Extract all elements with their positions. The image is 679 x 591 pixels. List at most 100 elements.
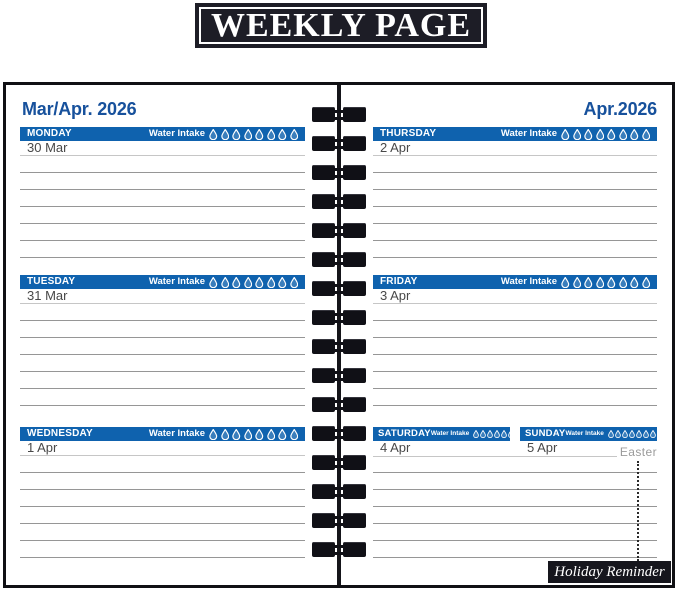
- spiral-coil: [312, 281, 366, 296]
- droplet-icon: [278, 128, 287, 140]
- spiral-coil: [312, 426, 366, 441]
- spiral-coil: [312, 136, 366, 151]
- spiral-coil: [312, 223, 366, 238]
- banner-title: WEEKLY PAGE: [210, 6, 472, 44]
- spiral-coil: [312, 194, 366, 209]
- droplet-icon: [630, 276, 639, 288]
- droplet-icon: [629, 430, 635, 438]
- spiral-spine: [337, 85, 341, 585]
- ruled-writing-lines: [373, 156, 657, 258]
- day-section-thursday: THURSDAY Water Intake 2 Apr: [373, 127, 657, 258]
- day-name-label: SATURDAY: [378, 428, 431, 440]
- date-label: 1 Apr: [20, 440, 305, 456]
- spiral-coil: [312, 542, 366, 557]
- day-header-bar: MONDAY Water Intake: [20, 127, 305, 141]
- water-intake-tracker: Water Intake: [565, 430, 663, 438]
- date-label: 5 Apr: [527, 439, 558, 455]
- water-intake-label: Water Intake: [148, 428, 205, 440]
- droplet-icon: [572, 128, 581, 140]
- weekly-page-banner: WEEKLY PAGE: [195, 3, 487, 48]
- ruled-writing-lines: [20, 156, 305, 258]
- droplet-icon: [220, 428, 229, 440]
- date-label: 4 Apr: [380, 439, 411, 455]
- water-intake-tracker: Water Intake: [501, 128, 650, 140]
- droplet-icon: [289, 128, 298, 140]
- droplet-icon: [243, 128, 252, 140]
- droplet-icon: [255, 428, 264, 440]
- date-label: 30 Mar: [20, 140, 305, 156]
- droplet-icon: [595, 276, 604, 288]
- day-section-friday: FRIDAY Water Intake 3 Apr: [373, 275, 657, 406]
- day-name-label: WEDNESDAY: [27, 428, 93, 439]
- date-label: 3 Apr: [373, 288, 657, 304]
- spiral-coil: [312, 455, 366, 470]
- droplet-icon: [480, 430, 487, 438]
- droplet-icon: [289, 428, 298, 440]
- holiday-note-easter: Easter: [616, 445, 657, 459]
- date-label: 31 Mar: [20, 288, 305, 304]
- droplet-icon: [607, 276, 616, 288]
- water-droplet-icons: [209, 276, 298, 288]
- day-name-label: FRIDAY: [380, 276, 418, 287]
- water-droplet-icons: [561, 276, 650, 288]
- spiral-coil: [312, 310, 366, 325]
- droplet-icon: [255, 128, 264, 140]
- water-droplet-icons: [209, 128, 298, 140]
- droplet-icon: [643, 430, 649, 438]
- water-intake-tracker: Water Intake: [500, 276, 650, 288]
- droplet-icon: [232, 128, 241, 140]
- droplet-icon: [657, 430, 663, 438]
- day-header-bar: TUESDAY Water Intake: [20, 275, 305, 289]
- water-intake-tracker: Water Intake: [149, 276, 298, 288]
- droplet-icon: [209, 128, 218, 140]
- water-droplet-icons: [608, 430, 663, 438]
- water-intake-tracker: Water Intake: [148, 128, 298, 140]
- droplet-icon: [561, 128, 570, 140]
- droplet-icon: [572, 276, 581, 288]
- day-name-label: THURSDAY: [380, 128, 437, 139]
- droplet-icon: [487, 430, 494, 438]
- spiral-coil: [312, 252, 366, 267]
- droplet-icon: [650, 430, 656, 438]
- ruled-writing-lines: [373, 456, 657, 558]
- water-droplet-icons: [561, 128, 650, 140]
- spiral-coil: [312, 165, 366, 180]
- droplet-icon: [255, 276, 264, 288]
- droplet-icon: [641, 128, 650, 140]
- droplet-icon: [636, 430, 642, 438]
- day-section-monday: MONDAY Water Intake 30 Mar: [20, 127, 305, 258]
- water-intake-label: Water Intake: [148, 128, 205, 140]
- spiral-coil: [312, 339, 366, 354]
- spiral-coil: [312, 368, 366, 383]
- water-intake-label: Water Intake: [430, 429, 470, 437]
- droplet-icon: [595, 128, 604, 140]
- day-header-bar: WEDNESDAY Water Intake: [20, 427, 305, 441]
- date-label: 2 Apr: [373, 140, 657, 156]
- droplet-icon: [266, 276, 275, 288]
- droplet-icon: [209, 428, 218, 440]
- holiday-reminder-tab: Holiday Reminder: [548, 561, 671, 583]
- droplet-icon: [515, 430, 522, 438]
- water-intake-label: Water Intake: [500, 276, 557, 288]
- day-name-label: MONDAY: [27, 128, 72, 139]
- water-droplet-icons: [473, 430, 529, 438]
- water-intake-tracker: Water Intake: [430, 429, 529, 438]
- droplet-icon: [630, 128, 639, 140]
- droplet-icon: [278, 428, 287, 440]
- droplet-icon: [615, 430, 621, 438]
- water-intake-tracker: Water Intake: [148, 428, 298, 440]
- water-droplet-icons: [209, 428, 298, 440]
- day-header-bar: FRIDAY Water Intake: [373, 275, 657, 289]
- ruled-writing-lines: [373, 304, 657, 406]
- droplet-icon: [608, 430, 614, 438]
- droplet-icon: [243, 276, 252, 288]
- droplet-icon: [641, 276, 650, 288]
- droplet-icon: [501, 430, 508, 438]
- droplet-icon: [561, 276, 570, 288]
- droplet-icon: [220, 128, 229, 140]
- day-header-bar: THURSDAY Water Intake: [373, 127, 657, 141]
- spiral-coil: [312, 513, 366, 528]
- droplet-icon: [508, 430, 515, 438]
- right-page-month-header: Apr.2026: [583, 99, 658, 119]
- droplet-icon: [584, 128, 593, 140]
